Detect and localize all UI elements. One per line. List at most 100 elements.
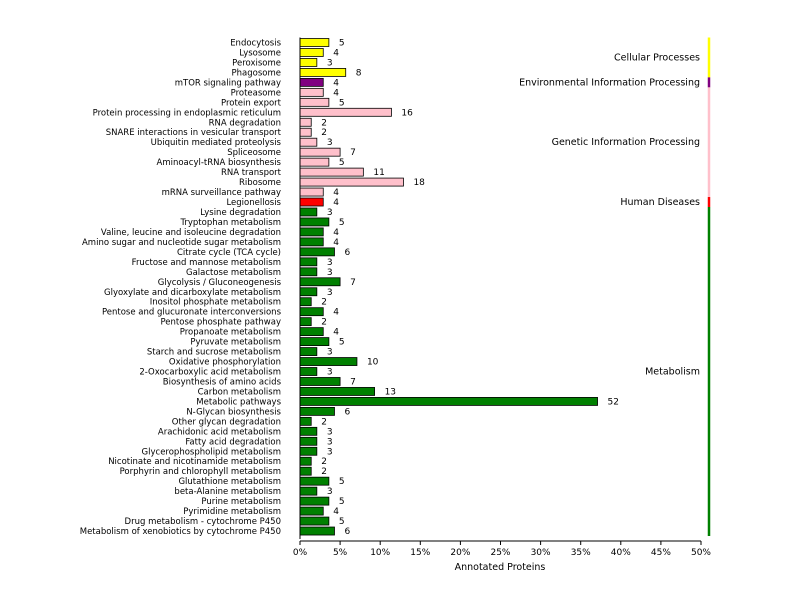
x-axis-title: Annotated Proteins [455,562,546,573]
count-label: 5 [339,158,345,168]
category-label: Inositol phosphate metabolism [150,298,281,308]
category-label: Biosynthesis of amino acids [163,377,282,387]
count-label: 6 [344,248,350,258]
category-label: Glycolysis / Gluconeogenesis [158,278,282,288]
bar [299,58,318,67]
count-label: 2 [321,467,327,477]
bar [299,127,312,137]
bar [299,357,358,366]
category-label: Fatty acid degradation [185,437,281,447]
x-tick-label: 0% [293,548,308,558]
count-label: 10 [367,358,379,368]
category-label: Other glycan degradation [172,417,281,427]
bar [299,337,330,347]
count-label: 2 [321,417,327,427]
bar [299,456,312,466]
category-label: Amino sugar and nucleotide sugar metabol… [82,238,281,248]
count-label: 18 [413,178,425,188]
category-label: Glutathione metabolism [178,477,281,487]
count-label: 5 [339,338,345,348]
count-label: 13 [385,387,396,397]
category-label: Peroxisome [232,58,281,68]
bar [299,406,335,416]
x-tick-label: 45% [651,548,671,558]
count-label: 4 [333,188,339,198]
category-label: RNA degradation [209,118,281,128]
bar [299,327,324,337]
category-label: Drug metabolism - cytochrome P450 [125,517,281,527]
count-label: 5 [339,497,345,507]
category-label: Pyruvate metabolism [190,338,281,348]
category-label: mTOR signaling pathway [175,78,281,88]
category-label: Purine metabolism [201,497,281,507]
bar [299,436,318,446]
category-label: SNARE interactions in vesicular transpor… [106,128,282,138]
bar [299,446,318,456]
count-label: 6 [344,527,350,537]
bar [299,486,318,496]
count-label: 4 [333,507,339,517]
bar [299,506,324,516]
category-label: Citrate cycle (TCA cycle) [177,248,281,258]
group-label: Environmental Information Processing [519,77,700,88]
category-label: Pentose and glucuronate interconversions [102,308,282,318]
bar [299,217,330,227]
bar [299,397,598,406]
bar [299,387,375,396]
count-label: 2 [321,128,327,138]
bar [299,377,341,386]
count-label: 6 [344,407,350,417]
category-label: Phagosome [232,68,281,78]
category-label: Lysine degradation [200,208,281,218]
category-label: Glycerophospholipid metabolism [142,447,281,457]
count-label: 3 [327,368,333,378]
category-label: mRNA surveillance pathway [162,188,281,198]
count-label: 3 [327,348,333,358]
x-tick-label: 25% [490,548,510,558]
category-label: Ribosome [239,178,281,188]
count-label: 8 [356,68,362,78]
bar [299,77,324,87]
bar [299,347,318,356]
bar [299,38,330,47]
category-label: Ubiquitin mediated proteolysis [151,138,282,148]
category-label: 2-Oxocarboxylic acid metabolism [139,368,281,378]
x-tick-label: 10% [370,548,390,558]
bar [299,147,341,157]
bar [299,167,364,177]
category-label: Tryptophan metabolism [179,218,281,228]
category-label: Aminoacyl-tRNA biosynthesis [157,158,282,168]
count-label: 7 [350,148,356,158]
category-label: Porphyrin and chlorophyll metabolism [120,467,281,477]
bar [299,287,318,297]
count-label: 4 [333,198,339,208]
count-label: 2 [321,118,327,128]
bar [299,307,324,317]
category-label: Pentose phosphate pathway [160,318,281,328]
category-label: Endocytosis [230,39,281,49]
bar [299,157,330,167]
count-label: 3 [327,288,333,298]
count-label: 3 [327,427,333,437]
count-label: 11 [373,168,384,178]
count-label: 5 [339,477,345,487]
bar [299,466,312,476]
category-label: Nicotinate and nicotinamide metabolism [108,457,281,467]
group-label: Metabolism [645,367,700,378]
count-label: 52 [608,397,619,407]
count-label: 2 [321,318,327,328]
category-label: Spliceosome [227,148,281,158]
count-label: 3 [327,258,333,268]
bar [299,277,341,287]
x-tick-label: 30% [531,548,551,558]
count-label: 2 [321,457,327,467]
count-label: 4 [333,238,339,248]
x-tick-label: 20% [450,548,470,558]
count-label: 4 [333,308,339,318]
bar [299,137,318,147]
x-tick-label: 5% [333,548,348,558]
bar [299,317,312,327]
bar [299,68,347,77]
bar [299,367,318,376]
count-label: 3 [327,208,333,218]
